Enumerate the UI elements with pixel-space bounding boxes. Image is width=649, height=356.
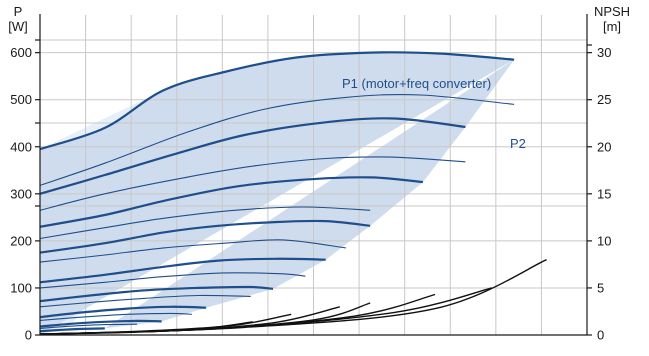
left-axis-title-line1: P <box>14 4 23 19</box>
p1-curve <box>40 257 326 284</box>
right-axis-title-line2: [m] <box>603 19 621 34</box>
right-tick-label: 15 <box>597 186 611 201</box>
grid <box>40 15 587 335</box>
right-tick-label: 0 <box>597 328 604 343</box>
p2-curve <box>40 206 371 240</box>
right-axis-ticks: 0 5 10 15 20 25 30 <box>587 44 611 343</box>
right-tick-label: 25 <box>597 92 611 107</box>
p1-curve <box>40 219 371 254</box>
p2-curve <box>40 312 192 321</box>
p2-curve <box>40 294 251 308</box>
p1-curve <box>40 327 105 333</box>
left-axis-title-line2: [W] <box>8 19 28 34</box>
right-tick-label: 10 <box>597 233 611 248</box>
p2-curve-label: P2 <box>510 136 526 151</box>
left-tick-label: 0 <box>25 328 32 343</box>
p1-curve <box>40 117 466 195</box>
p2-curve <box>40 239 346 263</box>
p2-curve <box>40 272 306 289</box>
p2-curve <box>40 156 466 211</box>
left-tick-label: 600 <box>10 45 32 60</box>
right-tick-label: 20 <box>597 139 611 154</box>
right-tick-label: 30 <box>597 45 611 60</box>
right-tick-label: 5 <box>597 280 604 295</box>
p1-curve <box>40 305 207 319</box>
left-tick-label: 100 <box>10 280 32 295</box>
npsh-curves <box>40 259 547 335</box>
right-axis-title-line1: NPSH <box>594 4 630 19</box>
p1-curve <box>40 285 274 303</box>
left-tick-label: 200 <box>10 233 32 248</box>
npsh-curve <box>40 259 547 335</box>
p1-curve <box>40 176 423 228</box>
left-axis-ticks: 0 100 200 300 400 500 600 <box>10 39 40 343</box>
power-curves <box>40 51 515 333</box>
p2-curve <box>40 93 515 186</box>
p1-curve-label: P1 (motor+freq converter) <box>342 76 491 91</box>
left-tick-label: 400 <box>10 139 32 154</box>
left-tick-label: 500 <box>10 92 32 107</box>
p1-curve <box>40 51 515 151</box>
p1-curve <box>40 319 162 328</box>
left-tick-label: 300 <box>10 186 32 201</box>
p2-curve <box>40 323 138 329</box>
